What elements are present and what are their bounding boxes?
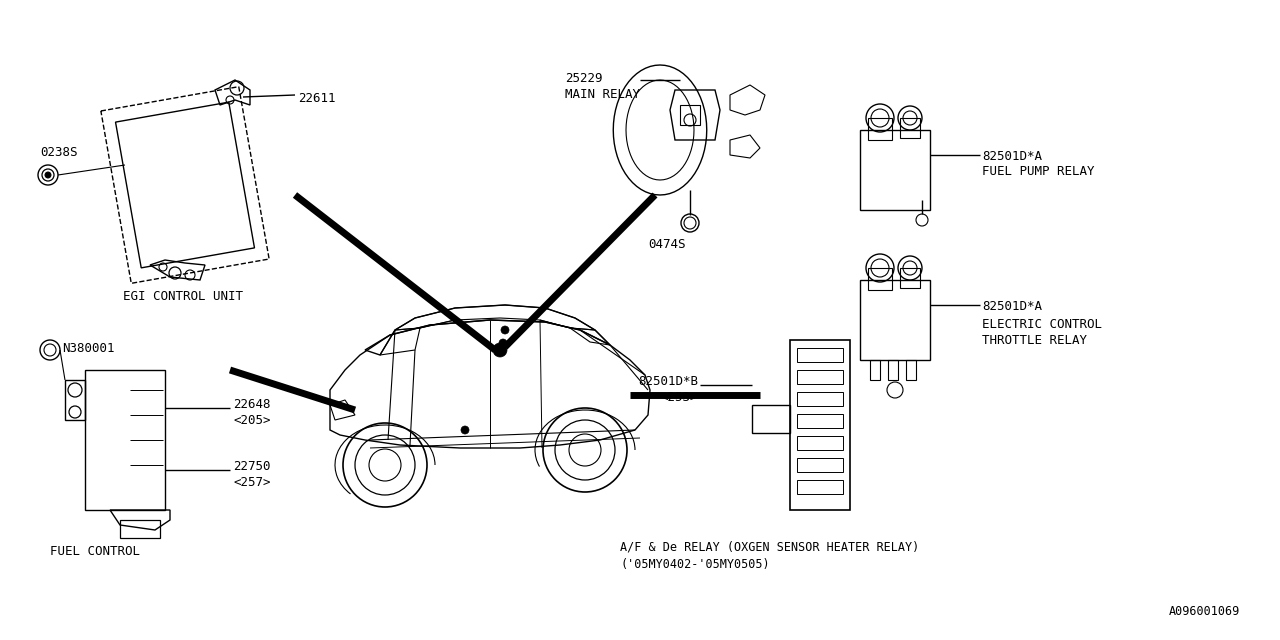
Bar <box>860 130 931 210</box>
Bar <box>797 392 844 406</box>
Bar <box>906 360 916 380</box>
Bar <box>868 268 892 290</box>
Bar <box>868 118 892 140</box>
Circle shape <box>45 172 51 178</box>
Text: <257>: <257> <box>233 476 270 489</box>
Text: MAIN RELAY: MAIN RELAY <box>564 88 640 101</box>
Bar <box>680 105 700 125</box>
Bar <box>900 268 920 288</box>
Bar <box>797 458 844 472</box>
Bar <box>900 118 920 138</box>
Bar <box>860 280 931 360</box>
Bar <box>797 414 844 428</box>
Text: 22648: 22648 <box>233 398 270 411</box>
Text: THROTTLE RELAY: THROTTLE RELAY <box>982 334 1087 347</box>
Text: 22750: 22750 <box>233 460 270 473</box>
Text: <205>: <205> <box>233 414 270 427</box>
Bar <box>753 405 790 433</box>
Text: A096001069: A096001069 <box>1169 605 1240 618</box>
Text: A/F & De RELAY (OXGEN SENSOR HEATER RELAY): A/F & De RELAY (OXGEN SENSOR HEATER RELA… <box>620 540 919 553</box>
Circle shape <box>500 326 509 334</box>
Bar <box>120 520 160 538</box>
Text: FUEL PUMP RELAY: FUEL PUMP RELAY <box>982 165 1094 178</box>
Text: ('05MY0402-'05MY0505): ('05MY0402-'05MY0505) <box>620 558 769 571</box>
Circle shape <box>461 426 468 434</box>
Circle shape <box>499 339 507 347</box>
Text: 82501D*B: 82501D*B <box>637 375 698 388</box>
Bar <box>797 436 844 450</box>
Text: FUEL CONTROL: FUEL CONTROL <box>50 545 140 558</box>
Bar <box>888 360 899 380</box>
Text: EGI CONTROL UNIT: EGI CONTROL UNIT <box>123 290 243 303</box>
Bar <box>870 360 881 380</box>
Bar <box>797 348 844 362</box>
Text: 22611: 22611 <box>298 92 335 105</box>
Text: 25229: 25229 <box>564 72 603 85</box>
Bar <box>84 370 165 510</box>
Text: ELECTRIC CONTROL: ELECTRIC CONTROL <box>982 318 1102 331</box>
Text: 82501D*A: 82501D*A <box>982 150 1042 163</box>
Text: 0238S: 0238S <box>40 146 78 159</box>
Circle shape <box>493 343 507 357</box>
Text: 82501D*A: 82501D*A <box>982 300 1042 313</box>
Bar <box>790 340 850 510</box>
Text: 0474S: 0474S <box>648 238 686 251</box>
Text: <253>: <253> <box>660 391 698 404</box>
Text: N380001: N380001 <box>61 342 114 355</box>
Bar <box>797 480 844 494</box>
Bar <box>797 370 844 384</box>
